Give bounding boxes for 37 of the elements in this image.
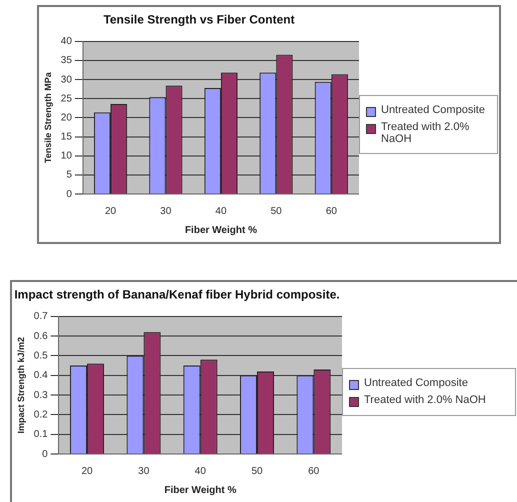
legend-label: Untreated Composite	[364, 377, 468, 389]
chart-title: Tensile Strength vs Fiber Content	[103, 12, 295, 27]
y-tick-label: 0	[66, 188, 72, 200]
x-tick-label: 20	[104, 206, 117, 217]
y-tick-label: 10	[60, 150, 72, 162]
y-tick-label: 0.6	[34, 330, 48, 342]
x-tick-label: 20	[81, 466, 94, 477]
legend-label: Untreated Composite	[381, 104, 485, 116]
x-tick-label: 30	[160, 206, 172, 217]
y-axis-title: Impact Strength kJ/m2	[16, 336, 26, 434]
x-axis-title: Fiber Weight %	[164, 484, 236, 496]
y-tick-label: 35	[60, 55, 72, 66]
y-axis-title: Tensile Strength MPa	[42, 71, 53, 164]
x-tick-label: 60	[326, 206, 338, 217]
legend-label: Treated with 2.0% NaOH	[381, 121, 470, 145]
y-tick-label: 20	[60, 112, 72, 124]
y-tick-label: 40	[60, 36, 72, 48]
x-tick-label: 50	[251, 466, 264, 477]
y-tick-label: 0	[42, 448, 48, 460]
y-tick-label: 0.4	[34, 370, 48, 382]
x-tick-label: 40	[194, 466, 206, 477]
y-tick-label: 0.5	[34, 350, 48, 362]
y-tick-label: 0.1	[34, 429, 48, 440]
y-tick-label: 25	[60, 93, 72, 104]
legend-label: Treated with 2.0% NaOH	[364, 394, 486, 406]
y-tick-label: 0.2	[34, 409, 48, 420]
x-tick-label: 60	[308, 466, 320, 477]
y-tick-label: 30	[60, 74, 72, 86]
y-tick-label: 5	[66, 170, 72, 181]
y-tick-label: 15	[60, 132, 72, 143]
chart-title: Impact strength of Banana/Kenaf fiber Hybrid composite.	[14, 288, 340, 302]
x-tick-label: 30	[138, 466, 150, 477]
y-tick-label: 0.3	[34, 390, 48, 401]
x-tick-label: 40	[215, 206, 227, 217]
x-axis-title: Fiber Weight %	[184, 224, 258, 236]
y-tick-label: 0.7	[34, 311, 48, 322]
x-tick-label: 50	[270, 206, 282, 217]
